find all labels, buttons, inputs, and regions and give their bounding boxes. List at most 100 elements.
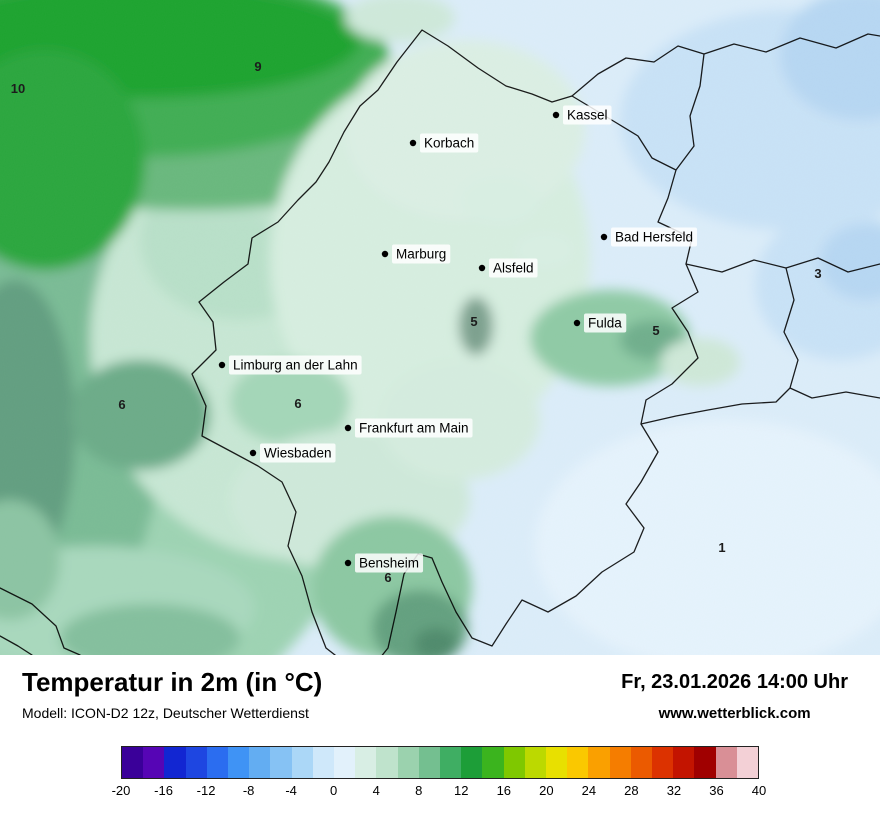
colorbar-segment — [736, 747, 759, 778]
state-borders — [0, 29, 880, 655]
colorbar-tick-label: 36 — [709, 783, 724, 798]
temperature-value-label: 1 — [718, 540, 725, 555]
footer-header: Temperatur in 2m (in °C) Modell: ICON-D2… — [22, 667, 858, 722]
footer: Temperatur in 2m (in °C) Modell: ICON-D2… — [0, 655, 880, 830]
temperature-value-label: 6 — [294, 396, 301, 411]
colorbar-segment — [397, 747, 419, 778]
temperature-value-label: 10 — [11, 81, 25, 96]
colorbar-segment — [524, 747, 547, 778]
city-marker: Bad Hersfeld — [600, 227, 698, 247]
colorbar-segment — [312, 747, 335, 778]
city-marker: Wiesbaden — [249, 443, 336, 463]
city-label: Marburg — [396, 247, 446, 262]
city-dot — [344, 424, 352, 432]
colorbar-segment — [694, 747, 716, 778]
colorbar-segment — [546, 747, 568, 778]
temperature-value-label: 9 — [254, 59, 261, 74]
city-label-background — [260, 443, 336, 463]
colorbar-segment — [206, 747, 229, 778]
colorbar-tick-label: -12 — [196, 783, 216, 798]
colorbar: -20 -16 -12 -8 -4 0 4 8 12 16 20 24 28 32 36 40 — [112, 746, 767, 803]
colorbar-tick-label: 40 — [751, 783, 767, 798]
city-dot — [478, 264, 486, 272]
colorbar-segment — [588, 747, 610, 778]
colorbar-tick-label: -4 — [285, 783, 297, 798]
city-label: Alsfeld — [493, 261, 534, 276]
map-area: 10 9 3 5 5 6 6 6 1 Kassel Korbach Bad Hersfeld Marb… — [0, 0, 880, 655]
colorbar-tick-label: -16 — [154, 783, 173, 798]
city-dot — [249, 449, 257, 457]
colorbar-segment — [652, 747, 674, 778]
east-south-border — [783, 267, 799, 389]
colorbar-segment — [376, 747, 398, 778]
colorbar-segment — [355, 747, 377, 778]
city-label-background — [229, 355, 362, 375]
colorbar-segment — [164, 747, 186, 778]
colorbar-segment — [291, 747, 313, 778]
colorbar-segment — [630, 747, 653, 778]
colorbar-gradient — [121, 746, 759, 779]
city-marker: Fulda — [573, 313, 627, 333]
city-dot — [409, 139, 417, 147]
colorbar-tick-label: 12 — [454, 783, 469, 798]
footer-right: Fr, 23.01.2026 14:00 Uhr www.wetterblick… — [621, 671, 858, 722]
city-dot — [218, 361, 226, 369]
city-label-background — [420, 133, 479, 153]
southeast-border — [640, 387, 880, 425]
colorbar-tick-label: 32 — [666, 783, 682, 798]
colorbar-segment — [334, 747, 356, 778]
colorbar-segment — [609, 747, 631, 778]
city-marker: Korbach — [409, 133, 479, 153]
footer-left: Temperatur in 2m (in °C) Modell: ICON-D2… — [22, 667, 322, 721]
colorbar-tick-label: 24 — [581, 783, 597, 798]
city-label-background — [563, 105, 612, 125]
city-marker: Marburg — [381, 244, 451, 264]
temperature-value-label: 5 — [470, 314, 477, 329]
colorbar-segment — [673, 747, 695, 778]
colorbar-segment — [418, 747, 441, 778]
city-marker: Limburg an der Lahn — [218, 355, 362, 375]
temperature-value-label: 3 — [814, 266, 821, 281]
colorbar-segment — [482, 747, 504, 778]
colorbar-tick-label: 28 — [624, 783, 639, 798]
colorbar-tick-label: 4 — [372, 783, 380, 798]
city-label: Bad Hersfeld — [615, 230, 693, 245]
temperature-value-label: 6 — [384, 570, 391, 585]
city-label-background — [584, 313, 627, 333]
city-marker: Bensheim — [344, 553, 424, 573]
colorbar-tick-label: 20 — [539, 783, 554, 798]
city-label: Limburg an der Lahn — [233, 358, 358, 373]
colorbar-segment — [143, 747, 165, 778]
temperature-map: 10 9 3 5 5 6 6 6 1 Kassel Korbach Bad Hersfeld Marb… — [0, 0, 880, 655]
temperature-value-label: 6 — [118, 397, 125, 412]
colorbar-segment — [461, 747, 483, 778]
city-marker: Kassel — [552, 105, 612, 125]
colorbar-tick-label: 16 — [496, 783, 512, 798]
colorbar-tick-label: 8 — [415, 783, 423, 798]
city-label-background — [392, 244, 451, 264]
colorbar-segment — [185, 747, 207, 778]
city-label: Kassel — [567, 108, 608, 123]
southwest-border-b — [0, 635, 33, 655]
city-label-background — [489, 258, 538, 278]
model-info: Modell: ICON-D2 12z, Deutscher Wetterdie… — [22, 704, 309, 721]
colorbar-tick-label: -20 — [111, 783, 131, 798]
colorbar-tick-label: -8 — [242, 783, 255, 798]
temperature-labels: 10 9 3 5 5 6 6 6 1 — [11, 59, 822, 585]
colorbar-segment — [503, 747, 525, 778]
northeast-border — [571, 45, 705, 171]
colorbar-tick-label: 0 — [330, 783, 338, 798]
city-marker: Alsfeld — [478, 258, 538, 278]
city-dot — [573, 319, 581, 327]
colorbar-segment — [715, 747, 737, 778]
city-label-background — [611, 227, 698, 247]
colorbar-segment — [567, 747, 589, 778]
city-markers: Kassel Korbach Bad Hersfeld Marburg Alsfeld F… — [218, 105, 698, 573]
terrain-noise-texture — [0, 0, 880, 655]
colorbar-tick-labels: -20 -16 -12 -8 -4 0 4 8 12 16 20 24 28 32 36 40 — [112, 783, 767, 803]
city-label: Bensheim — [359, 556, 419, 571]
city-dot — [600, 233, 608, 241]
colorbar-segment — [122, 747, 144, 778]
city-marker: Frankfurt am Main — [344, 418, 473, 438]
